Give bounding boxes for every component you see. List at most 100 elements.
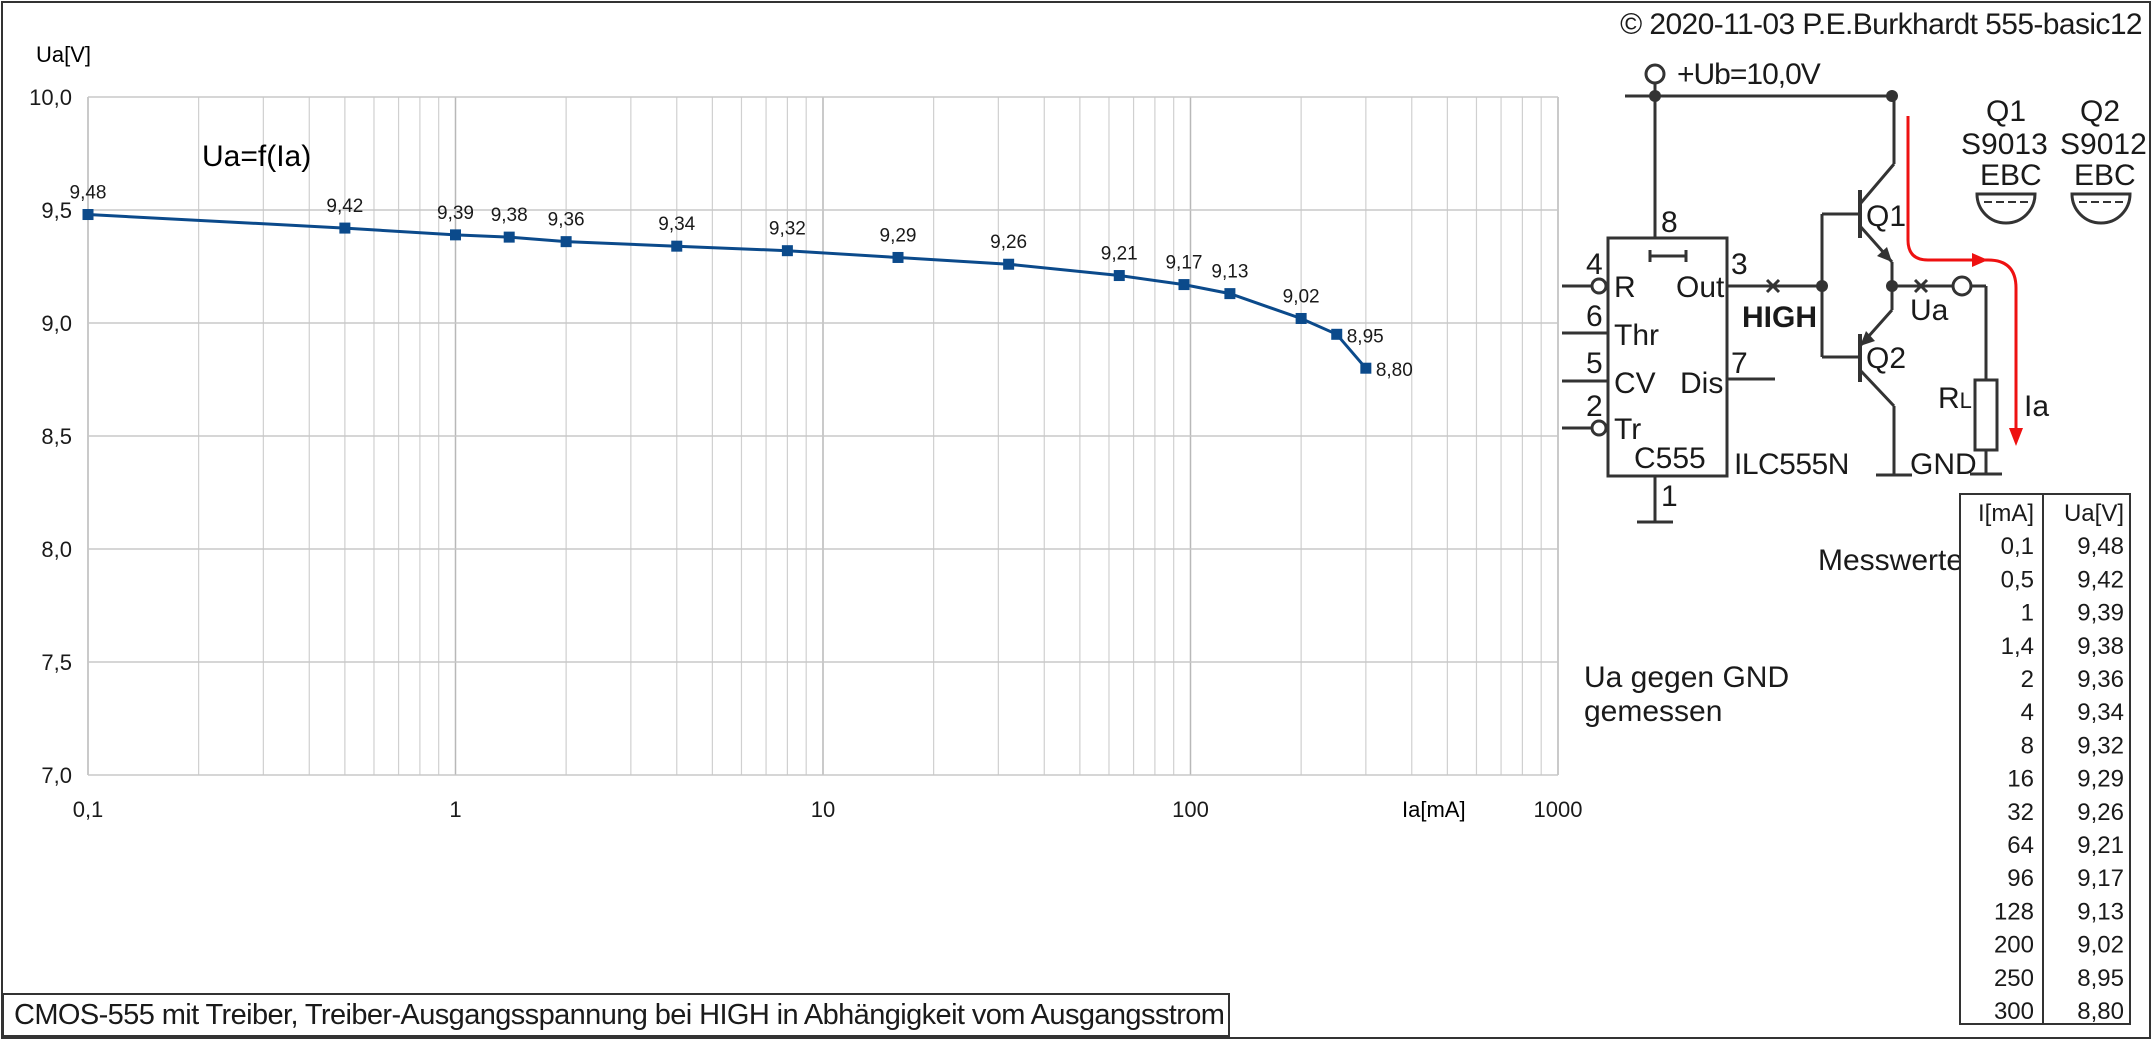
table-cell-current: 0,1 [2001, 533, 2034, 560]
current-arrowhead-2 [2009, 428, 2023, 446]
data-point [82, 209, 94, 221]
pin6-number: 6 [1586, 300, 1603, 333]
q1-label: Q1 [1866, 200, 1906, 233]
pin7-number: 7 [1731, 347, 1748, 380]
data-label: 9,36 [548, 210, 585, 231]
q1-pins: EBC [1980, 159, 2042, 192]
data-label: 9,29 [880, 225, 917, 246]
table-cell-voltage: 9,38 [2077, 633, 2124, 660]
y-tick-label: 9,5 [41, 198, 72, 223]
data-label: 9,48 [70, 183, 107, 204]
data-label: 9,26 [990, 232, 1027, 253]
q1-package-icon [1975, 192, 2037, 225]
table-cell-current: 64 [2007, 832, 2034, 859]
data-label: 9,42 [326, 196, 363, 217]
pin5-name: CV [1614, 367, 1656, 400]
table-header-current: I[mA] [1978, 500, 2034, 527]
table-cell-voltage: 9,29 [2077, 766, 2124, 793]
data-point [560, 236, 572, 248]
table-cell-voltage: 9,02 [2077, 932, 2124, 959]
q2-name: Q2 [2080, 95, 2120, 128]
data-label: 9,34 [658, 214, 695, 235]
y-tick-label: 8,5 [41, 424, 72, 449]
table-cell-current: 32 [2007, 799, 2034, 826]
supply-label: +Ub=10,0V [1677, 58, 1821, 91]
table-cell-voltage: 9,17 [2077, 865, 2124, 892]
ua-cross-2 [1913, 278, 1929, 294]
data-label: 8,80 [1376, 360, 1413, 381]
data-point [1003, 258, 1015, 270]
ic-body [1606, 236, 1729, 478]
data-point [781, 245, 793, 257]
table-cell-current: 16 [2007, 766, 2034, 793]
part-number: ILC555N [1734, 448, 1849, 481]
table-cell-current: 8 [2021, 732, 2034, 759]
table-cell-voltage: 9,13 [2077, 898, 2124, 925]
table-cell-voltage: 9,39 [2077, 600, 2124, 627]
y-tick-labels: 10,0 9,5 9,0 8,5 8,0 7,5 7,0 [29, 85, 72, 788]
table-border [1959, 493, 2131, 1025]
data-label: 9,17 [1165, 253, 1202, 274]
x-tick-label: 100 [1172, 797, 1209, 822]
current-arrow [1906, 116, 2018, 432]
data-label: 9,21 [1101, 244, 1138, 265]
x-tick-label: 1000 [1534, 797, 1583, 822]
data-label: 9,32 [769, 219, 806, 240]
pin4-number: 4 [1586, 248, 1603, 281]
supply-node-2 [1886, 90, 1898, 102]
table-cell-voltage: 9,32 [2077, 732, 2124, 759]
data-label: 9,02 [1283, 286, 1320, 307]
x-tick-label: 10 [811, 797, 835, 822]
chip-name: C555 [1634, 442, 1706, 475]
y-axis-label: Ua[V] [36, 42, 91, 67]
table-rows: I[mA] Ua[V] 0,1 9,48 0,5 9,42 1 9,39 1,4 9,38 2 9,3… [1978, 500, 2124, 1025]
q2-pins: EBC [2074, 159, 2136, 192]
ua-label: Ua [1910, 294, 1949, 327]
ua-terminal [1951, 275, 1973, 297]
q2-type: S9012 [2060, 128, 2147, 161]
current-arrowhead-1 [1972, 253, 1988, 267]
figure-caption: CMOS-555 mit Treiber, Treiber-Ausgangssp… [2, 993, 1230, 1037]
table-cell-current: 96 [2007, 865, 2034, 892]
q2-emitter-arrow [1860, 331, 1875, 346]
pin3-number: 3 [1731, 248, 1748, 281]
y-tick-label: 7,5 [41, 650, 72, 675]
x-tick-label: 0,1 [73, 797, 104, 822]
schematic-labels: +Ub=10,0V 8 4 R 6 Thr 5 CV 2 Tr 3 Out 7 … [1584, 58, 2147, 728]
pin3-name: Out [1676, 271, 1725, 304]
table-cell-current: 300 [1994, 998, 2034, 1025]
data-point [339, 222, 351, 234]
series-line: 9,48 9,42 9,39 9,38 9,36 9,34 9,32 9,29 9,26 9,21… [70, 183, 1413, 382]
table-cell-voltage: 9,34 [2077, 699, 2124, 726]
table-cell-voltage: 8,95 [2077, 965, 2124, 992]
q1-type: S9013 [1961, 128, 2048, 161]
data-point [503, 231, 515, 243]
y-tick-label: 9,0 [41, 311, 72, 336]
table-cell-current: 200 [1994, 932, 2034, 959]
data-point [671, 240, 683, 252]
table-cell-current: 128 [1994, 898, 2034, 925]
table-header-voltage: Ua[V] [2064, 500, 2124, 527]
data-point [892, 251, 904, 263]
data-label: 8,95 [1347, 326, 1384, 347]
x-axis-label: Ia[mA] [1402, 797, 1466, 822]
chart: 10,0 9,5 9,0 8,5 8,0 7,5 7,0 0,1 1 10 100 1000 Ua[… [29, 42, 1582, 822]
table-cell-current: 250 [1994, 965, 2034, 992]
table-cell-current: 2 [2021, 666, 2034, 693]
pin6-name: Thr [1614, 319, 1659, 352]
data-point [450, 229, 461, 241]
pin1-number: 1 [1661, 480, 1678, 513]
data-point [1295, 312, 1307, 324]
pin2-number: 2 [1586, 390, 1603, 423]
chart-title: Ua=f(Ia) [202, 140, 311, 173]
q2-label: Q2 [1866, 342, 1906, 375]
q2-package-icon [2070, 192, 2132, 225]
chart-grid [87, 96, 1559, 776]
data-label: 9,39 [437, 203, 474, 224]
load-resistor [1973, 378, 1999, 452]
y-tick-label: 10,0 [29, 85, 72, 110]
data-label: 9,13 [1211, 262, 1248, 283]
circuit-schematic [1562, 63, 2132, 524]
